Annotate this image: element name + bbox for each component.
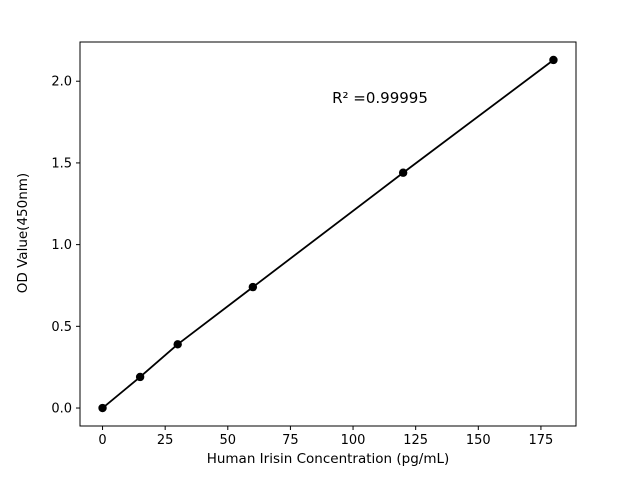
x-tick-label: 100 xyxy=(341,433,366,448)
x-tick-label: 25 xyxy=(157,433,174,448)
data-series xyxy=(98,55,558,413)
x-tick-label: 75 xyxy=(282,433,299,448)
data-point-marker xyxy=(248,282,258,292)
data-point-marker xyxy=(398,168,408,177)
axes-layer: 0 25 50 75 100 125 150 175 0.0 0.5 1.0 1.5 2.0 xyxy=(51,41,577,448)
x-tick-label: 50 xyxy=(220,433,237,448)
y-tick-label: 2.0 xyxy=(51,75,72,90)
data-point-marker xyxy=(98,403,107,413)
x-tick-label: 175 xyxy=(529,433,554,448)
series-line xyxy=(101,59,555,409)
y-tick-label: 1.5 xyxy=(51,156,72,171)
x-tick-label: 0 xyxy=(98,433,106,448)
y-tick-label: 0.0 xyxy=(51,402,72,417)
y-tick-label: 0.5 xyxy=(51,320,72,335)
x-axis-label: Human Irisin Concentration (pg/mL) xyxy=(207,451,450,467)
r-squared-annotation: R² =0.99995 xyxy=(332,89,428,107)
y-axis-label: OD Value(450nm) xyxy=(15,173,31,293)
y-tick-label: 1.0 xyxy=(51,238,72,253)
data-point-marker xyxy=(173,340,182,349)
x-tick-label: 150 xyxy=(466,433,491,448)
x-tick-label: 125 xyxy=(403,433,428,448)
axes-frame xyxy=(79,41,577,427)
data-point-marker xyxy=(135,372,145,382)
data-point-marker xyxy=(549,55,558,65)
